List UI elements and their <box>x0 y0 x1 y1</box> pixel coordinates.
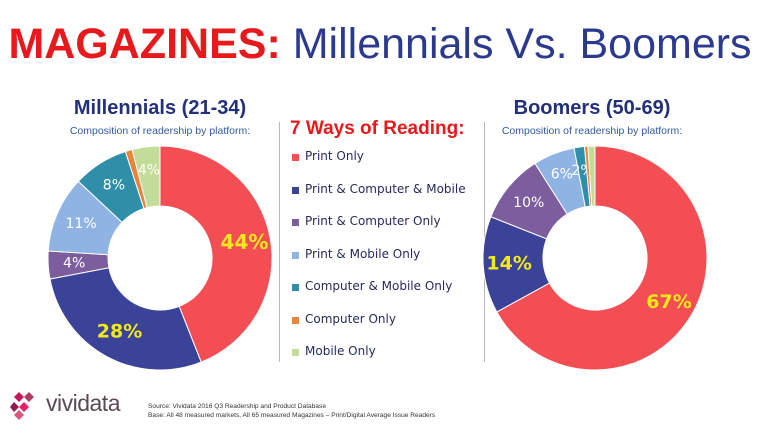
data-label-print-computer-only: 10% <box>513 195 544 211</box>
legend-label: Print & Computer & Mobile <box>305 181 466 196</box>
data-label-print-mobile-only: 6% <box>551 166 573 182</box>
legend-label: Mobile Only <box>305 344 376 358</box>
legend-label: Print & Mobile Only <box>305 246 421 261</box>
legend-swatch <box>292 219 299 226</box>
legend-swatch <box>292 284 299 291</box>
vividata-logo-icon <box>10 392 34 420</box>
source-line: Source: Vividata 2016 Q3 Readership and … <box>148 403 327 410</box>
vividata-logo-text: vividata <box>46 390 120 416</box>
data-label-print-computer-only: 4% <box>63 255 85 271</box>
slice-mobile-only <box>131 145 161 209</box>
data-label-print-mobile-only: 11% <box>66 216 97 232</box>
source-note: Source: Vividata 2016 Q3 Readership and … <box>148 403 435 420</box>
left-divider <box>279 122 280 362</box>
legend-label: Print Only <box>305 149 364 163</box>
page-title: MAGAZINES: Millennials Vs. Boomers <box>0 18 760 70</box>
data-label-mobile-only: 4% <box>138 163 160 179</box>
slice-print-only <box>496 145 708 371</box>
title-magazines: MAGAZINES: <box>8 20 281 68</box>
slice-print-computer-mobile <box>49 267 202 371</box>
data-label-computer-mobile-only: 8% <box>103 177 125 193</box>
title-comparison: Millennials Vs. Boomers <box>292 20 752 68</box>
millennials-chart-subtitle: Composition of readership by platform: <box>69 125 251 137</box>
base-line: Base: All 48 measured markets, All 65 me… <box>148 411 436 419</box>
legend-swatch <box>292 316 299 324</box>
millennials-chart-title: Millennials (21-34) <box>73 97 247 119</box>
data-label-print-computer-mobile: 14% <box>486 252 531 274</box>
data-label-print-computer-mobile: 28% <box>97 321 142 343</box>
boomers-chart-title: Boomers (50-69) <box>513 97 671 119</box>
legend-label: Computer Only <box>305 311 396 326</box>
vividata-logo: vividata <box>10 388 120 422</box>
slice-print-only <box>159 145 273 363</box>
slice-mobile-only <box>587 145 596 207</box>
data-label-print-only: 44% <box>221 230 269 254</box>
legend-label: Computer & Mobile Only <box>305 279 453 293</box>
boomers-chart-subtitle: Composition of readership by platform: <box>501 125 683 137</box>
legend-swatch <box>292 251 299 259</box>
legend-swatch <box>292 186 299 194</box>
legend-swatch <box>292 154 299 161</box>
legend-label: Print & Computer Only <box>305 214 441 228</box>
legend-swatch <box>292 349 299 356</box>
legend-title: 7 Ways of Reading: <box>290 118 465 139</box>
data-label-print-only: 67% <box>646 291 691 313</box>
